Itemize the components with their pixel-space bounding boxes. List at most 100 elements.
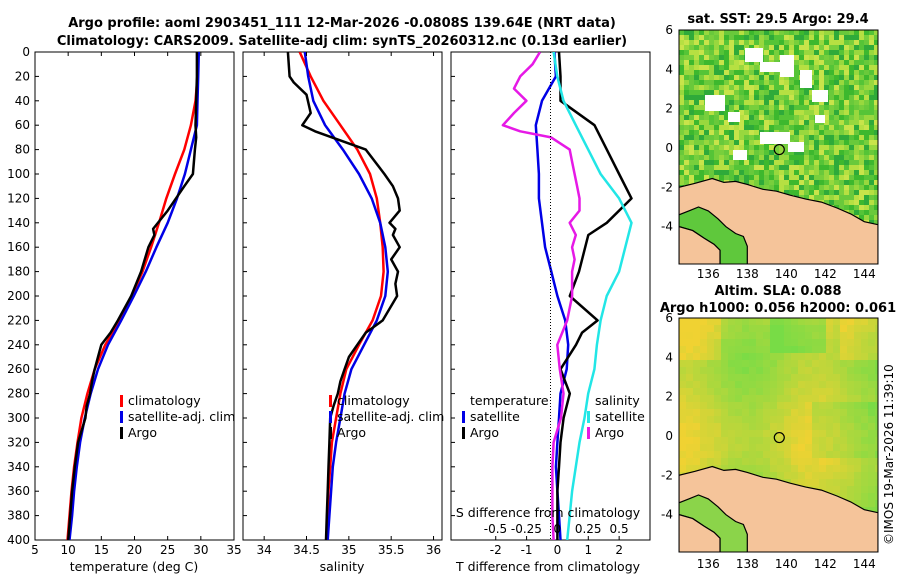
sst-cell <box>734 65 739 70</box>
sst-cell <box>724 35 729 40</box>
sla-cell <box>791 346 798 353</box>
sst-cell <box>719 140 724 145</box>
sst-cell <box>679 120 684 125</box>
sla-cell <box>826 479 833 486</box>
sst-cell <box>874 205 878 210</box>
sst-cell <box>744 110 749 115</box>
sst-cell <box>874 30 878 35</box>
sla-cell <box>854 409 861 416</box>
sst-cell <box>864 55 869 60</box>
sla-cell <box>777 374 784 381</box>
sla-cell <box>707 360 714 367</box>
sla-cell <box>861 458 868 465</box>
sla-cell <box>812 325 819 332</box>
sst-cell <box>844 75 849 80</box>
sla-cell <box>819 360 826 367</box>
sla-cell <box>805 332 812 339</box>
sla-cell <box>728 402 735 409</box>
sla-cell <box>728 451 735 458</box>
sla-cell <box>791 437 798 444</box>
sst-cell <box>859 60 864 65</box>
sla-cell <box>686 360 693 367</box>
sla-cell <box>714 402 721 409</box>
sla-cell <box>707 318 714 325</box>
sst-cell <box>859 80 864 85</box>
sst-cell <box>789 95 794 100</box>
sst-cell <box>809 165 814 170</box>
sst-cell <box>744 85 749 90</box>
sla-cell <box>791 353 798 360</box>
sst-cell <box>774 80 779 85</box>
sst-cell <box>809 125 814 130</box>
sla-cell <box>798 458 805 465</box>
sst-cell <box>779 180 784 185</box>
sst-cell <box>829 120 834 125</box>
sla-cell <box>840 332 847 339</box>
sla-cell <box>714 458 721 465</box>
sst-cell <box>789 125 794 130</box>
sla-cell <box>749 409 756 416</box>
sla-cell <box>861 451 868 458</box>
lat-tick-label: 0 <box>665 429 673 443</box>
sla-cell <box>826 388 833 395</box>
sla-cell <box>826 402 833 409</box>
sst-cell <box>869 200 874 205</box>
sla-cell <box>805 437 812 444</box>
sst-cell <box>854 95 859 100</box>
sla-cell <box>700 346 707 353</box>
sst-cell <box>679 105 684 110</box>
sst-cell <box>804 140 809 145</box>
y-tick-label: 360 <box>7 484 30 498</box>
s-tick-label: 0.25 <box>575 522 602 536</box>
sla-cell <box>805 395 812 402</box>
sla-cell <box>812 346 819 353</box>
sla-cell <box>812 332 819 339</box>
x-tick-label: 1 <box>584 543 592 557</box>
sst-cell <box>799 60 804 65</box>
sla-cell <box>763 318 770 325</box>
sst-cell <box>824 100 829 105</box>
sst-cell <box>689 90 694 95</box>
sla-cell <box>693 444 700 451</box>
sla-cell <box>707 437 714 444</box>
sst-cell <box>814 60 819 65</box>
sst-cell <box>719 110 724 115</box>
x-tick-label: 35 <box>341 543 356 557</box>
sla-cell <box>798 339 805 346</box>
sla-cell <box>784 388 791 395</box>
sst-cell <box>714 70 719 75</box>
sst-cell <box>859 50 864 55</box>
sla-cell <box>728 430 735 437</box>
sla-cell <box>861 423 868 430</box>
sst-cell <box>874 40 878 45</box>
sst-cell <box>734 75 739 80</box>
sst-cell <box>759 155 764 160</box>
sst-cell <box>794 50 799 55</box>
sst-cell <box>724 175 729 180</box>
sst-cell <box>689 45 694 50</box>
legend-temp-argo-swatch <box>462 427 465 439</box>
sst-cell <box>819 125 824 130</box>
sla-cell <box>686 325 693 332</box>
sst-cell <box>874 190 878 195</box>
sst-cell <box>689 165 694 170</box>
sst-cell <box>679 155 684 160</box>
sst-cell <box>684 70 689 75</box>
sla-cell <box>749 318 756 325</box>
sst-cell <box>699 55 704 60</box>
sla-cell <box>791 472 798 479</box>
sla-cell <box>693 465 700 472</box>
sla-cell <box>777 458 784 465</box>
sst-cell <box>854 30 859 35</box>
sla-cell <box>840 360 847 367</box>
legend-satellite-label: satellite-adj. clim <box>128 409 235 424</box>
sst-cell <box>694 55 699 60</box>
sst-cell <box>769 150 774 155</box>
sst-cell <box>769 95 774 100</box>
sla-cell <box>861 500 868 507</box>
sla-cell <box>735 458 742 465</box>
sla-cell <box>679 360 686 367</box>
sst-cell <box>684 80 689 85</box>
sla-cell <box>770 325 777 332</box>
sst-cell <box>774 45 779 50</box>
